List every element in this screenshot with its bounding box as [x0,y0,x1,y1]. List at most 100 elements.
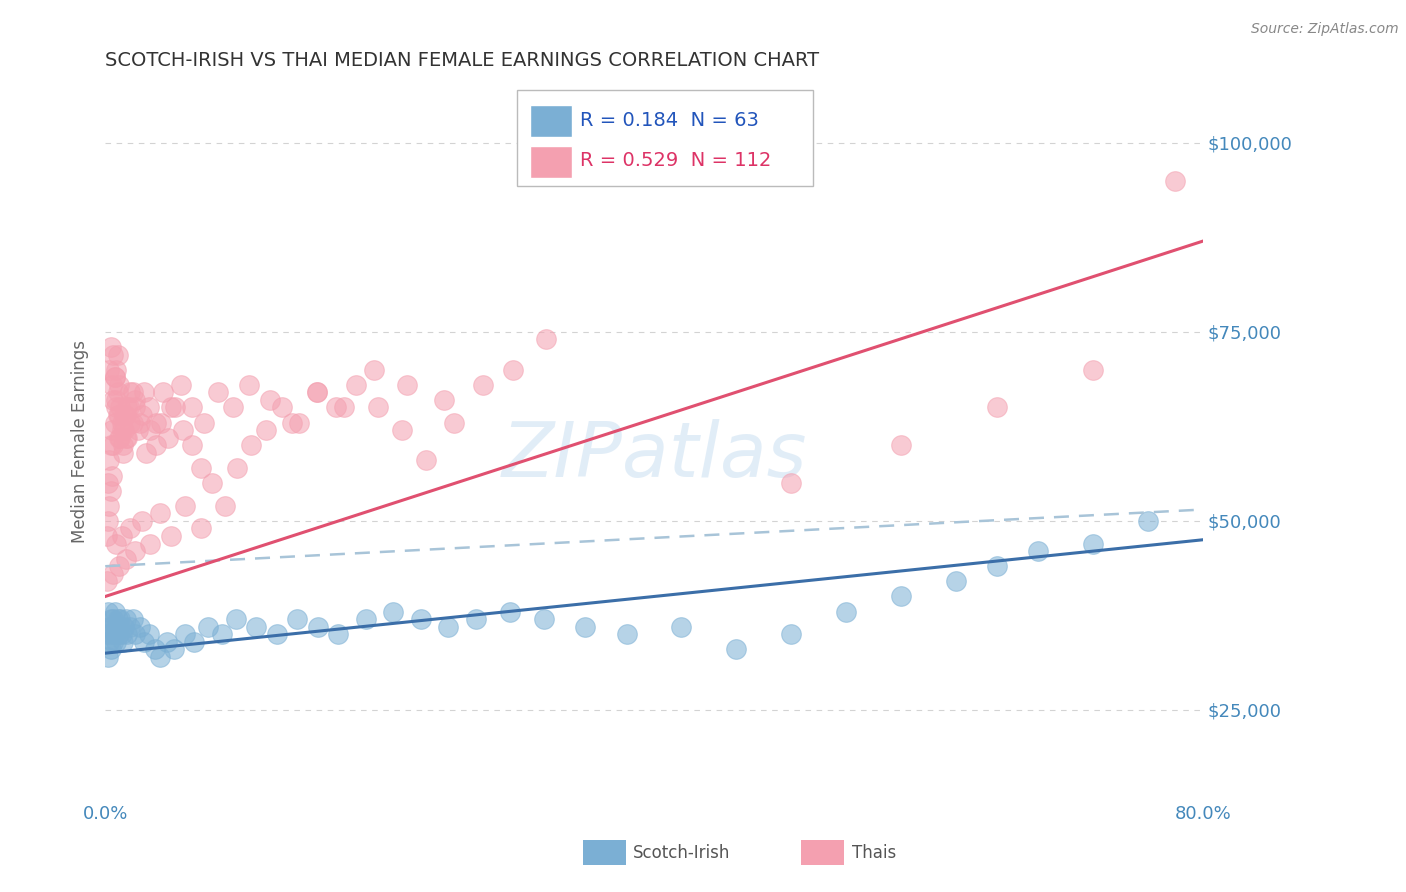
Point [128,620,150,634]
Point [103,612,125,626]
Point [104,605,127,619]
Point [108,377,131,392]
Point [143,642,166,657]
Point [890,438,912,452]
Point [103,438,125,452]
Point [245,620,267,634]
Point [115,627,138,641]
Point [100,483,122,498]
Point [396,377,419,392]
Point [145,438,167,452]
Point [1136,514,1159,528]
Point [96,627,118,641]
Text: Scotch-Irish: Scotch-Irish [633,844,730,862]
Point [139,423,162,437]
Point [132,635,155,649]
Point [96,529,118,543]
Text: Thais: Thais [852,844,896,862]
Point [149,506,172,520]
Point [114,612,136,626]
Point [214,499,236,513]
Text: SCOTCH-IRISH VS THAI MEDIAN FEMALE EARNINGS CORRELATION CHART: SCOTCH-IRISH VS THAI MEDIAN FEMALE EARNI… [105,51,820,70]
Point [616,627,638,641]
Point [780,627,803,641]
Point [1026,544,1049,558]
Point [97,650,120,665]
Point [238,377,260,392]
Point [173,499,195,513]
Point [105,635,128,649]
Point [98,453,121,467]
Bar [517,89,813,186]
Point [502,362,524,376]
Point [671,620,693,634]
Point [117,401,139,415]
Point [328,627,350,641]
Point [105,401,128,415]
Point [104,627,127,641]
Point [112,438,135,452]
Point [533,612,555,626]
Point [173,627,195,641]
Point [118,416,141,430]
Point [108,620,131,634]
Point [1081,362,1104,376]
Point [107,347,129,361]
Point [100,340,122,354]
Point [160,529,183,543]
Point [110,401,132,415]
Point [139,536,162,550]
Point [124,392,146,407]
Point [114,431,136,445]
Point [101,468,124,483]
Point [287,416,309,430]
Point [103,392,125,407]
Point [108,431,131,445]
Point [107,385,129,400]
Point [152,385,174,400]
Point [105,620,128,634]
Point [197,620,219,634]
Point [101,377,124,392]
Point [271,401,294,415]
Point [111,529,134,543]
Text: R = 0.184  N = 63: R = 0.184 N = 63 [581,111,759,129]
Point [98,635,121,649]
Point [725,642,748,657]
Point [97,514,120,528]
Point [145,416,167,430]
Point [222,401,245,415]
Point [471,377,494,392]
Point [100,642,122,657]
Point [124,544,146,558]
Point [157,431,180,445]
Point [172,423,194,437]
Point [112,620,135,634]
Point [193,416,215,430]
Point [170,377,193,392]
Point [100,438,122,452]
Point [305,385,328,400]
Point [890,590,912,604]
Point [382,605,405,619]
Point [112,423,135,437]
Point [305,385,328,400]
Point [307,620,329,634]
Y-axis label: Median Female Earnings: Median Female Earnings [72,340,89,543]
Point [190,461,212,475]
Point [96,574,118,589]
Point [111,416,134,430]
Point [574,620,596,634]
Point [443,416,465,430]
Point [1164,174,1187,188]
Point [104,370,127,384]
Point [344,377,367,392]
Point [391,423,413,437]
Point [108,559,131,574]
Point [180,401,202,415]
Point [110,612,132,626]
Point [97,476,120,491]
Point [112,408,135,422]
Point [835,605,858,619]
Point [285,612,308,626]
